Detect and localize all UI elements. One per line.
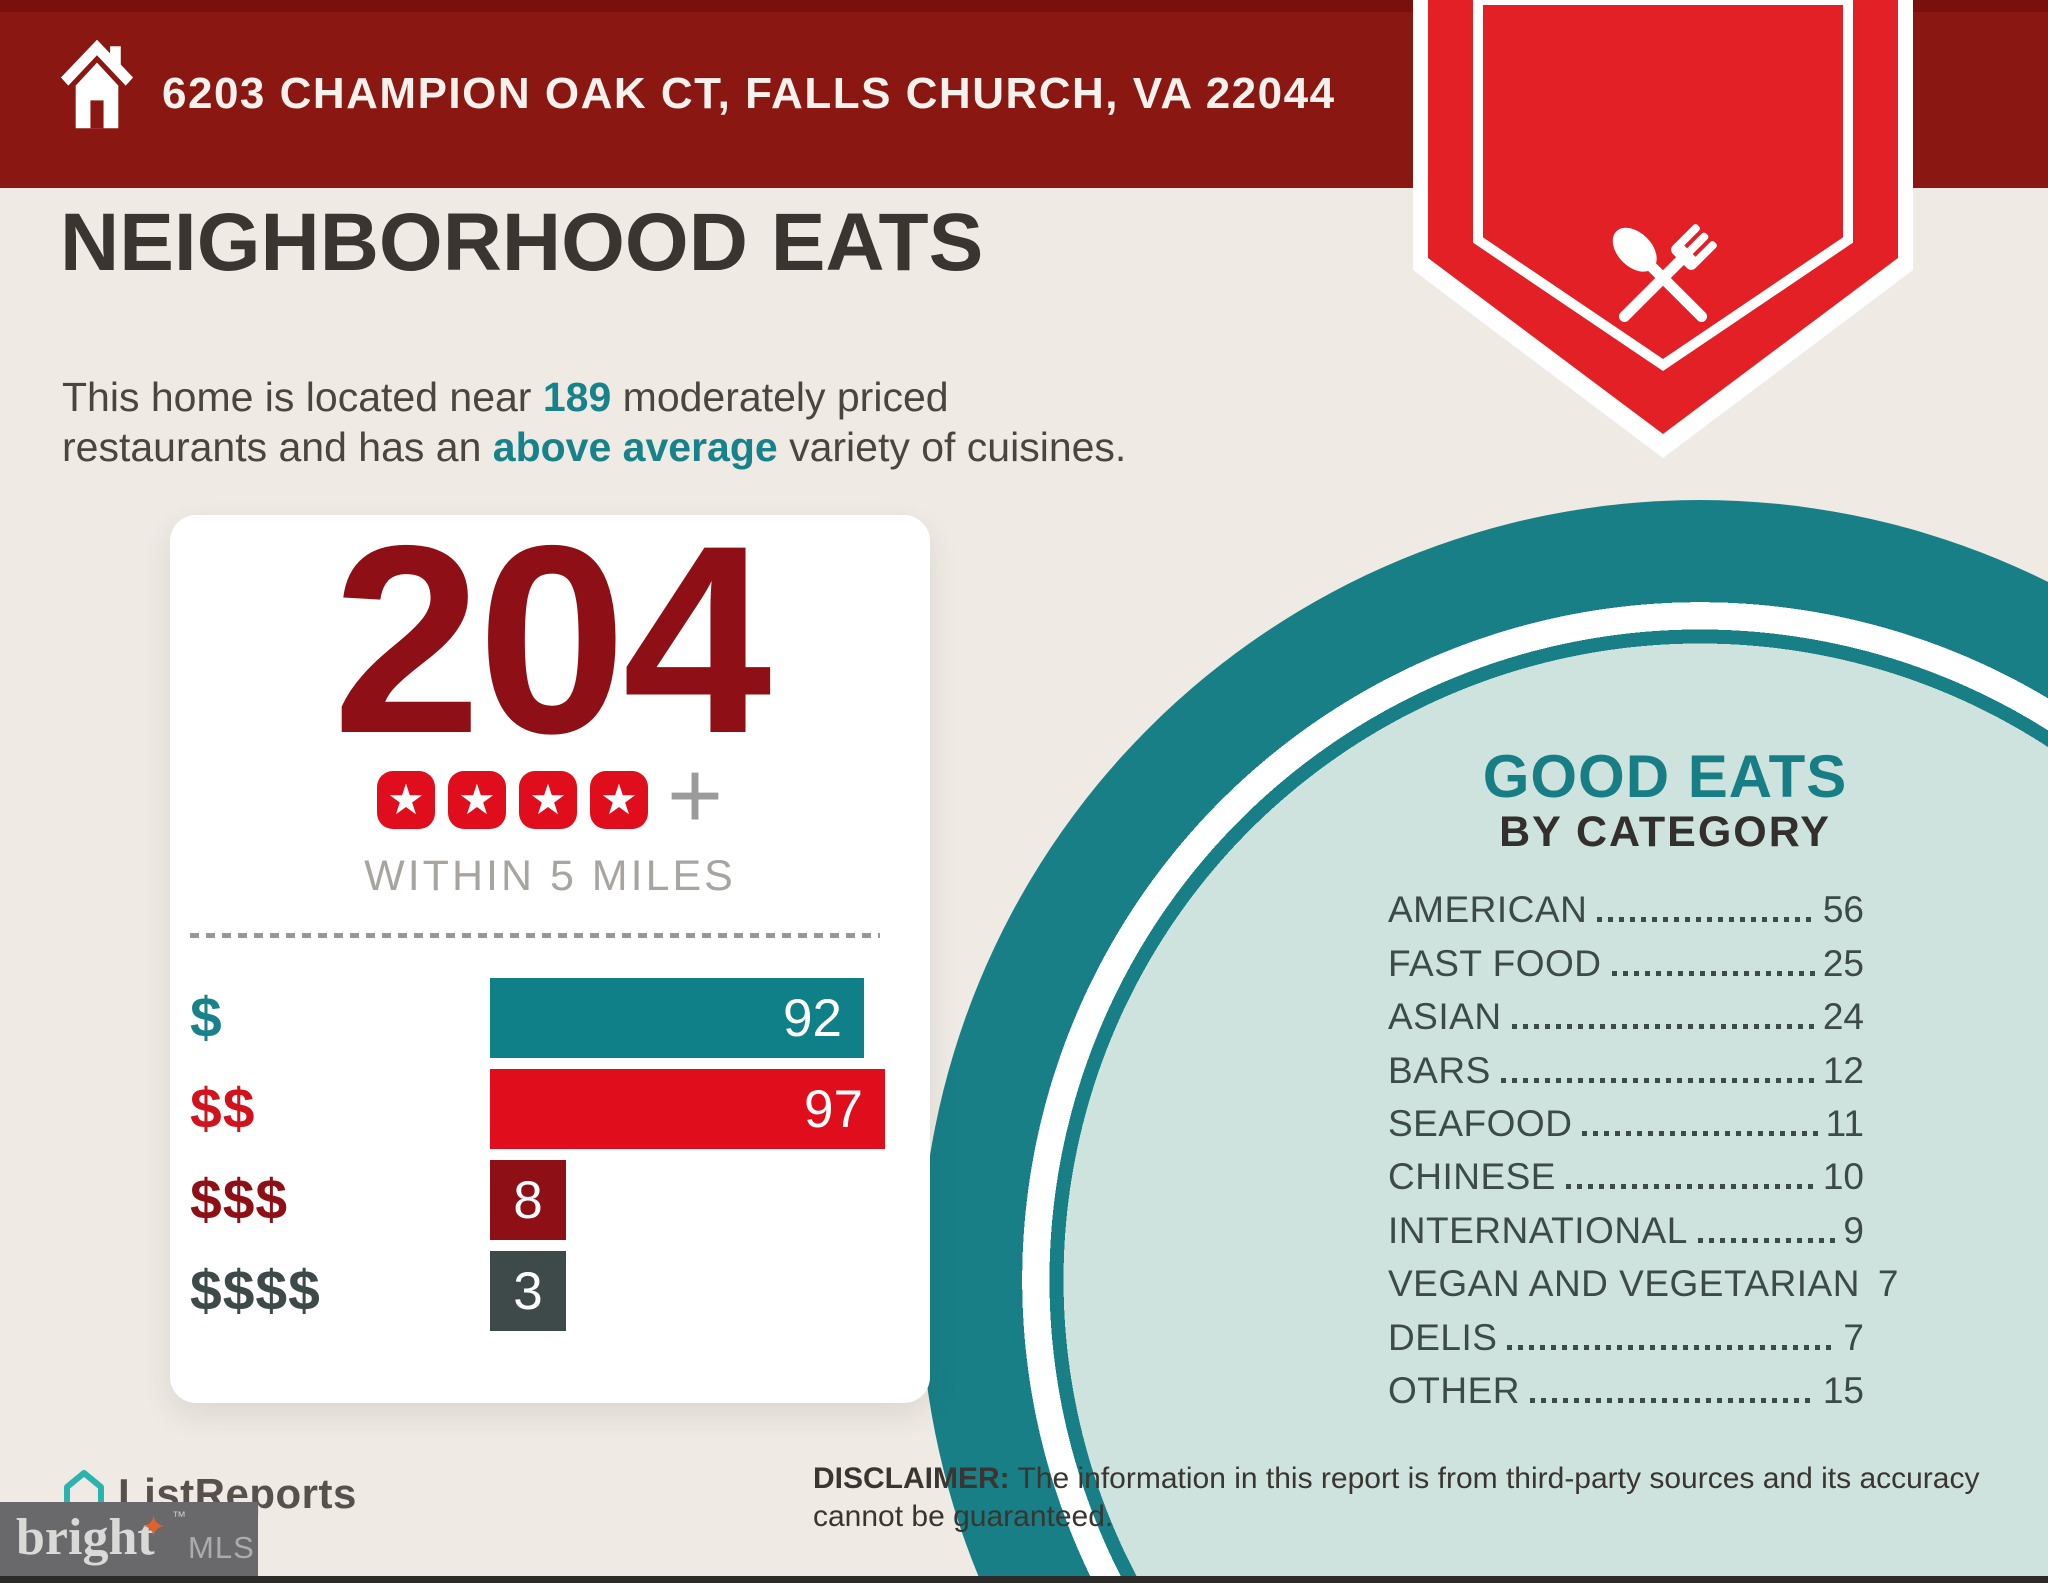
- star-badge: ★: [447, 771, 506, 829]
- price-tier-bar: 3: [490, 1251, 566, 1331]
- price-tier-row: $$ 97: [190, 1069, 900, 1149]
- category-value: 25: [1822, 942, 1864, 984]
- category-value: 7: [1877, 1263, 1899, 1305]
- mls-wordmark: MLS: [188, 1530, 255, 1565]
- home-icon: [56, 30, 138, 143]
- ribbon-inner-outline: [1473, 0, 1853, 372]
- radius-caption: WITHIN 5 MILES: [364, 852, 736, 900]
- category-row: CHINESE 10: [1388, 1151, 1864, 1204]
- category-list: AMERICAN 56 FAST FOOD 25 ASIAN 24 BARS 12 SEAFOO…: [1388, 884, 1899, 1418]
- category-row: VEGAN AND VEGETARIAN 7: [1388, 1258, 1899, 1311]
- category-row: OTHER 15: [1388, 1365, 1864, 1418]
- price-tier-value: 8: [513, 1170, 543, 1230]
- dashed-divider: [190, 933, 880, 938]
- dotted-leader: [1611, 970, 1815, 976]
- star-badge: ★: [589, 771, 648, 829]
- price-tier-row: $$$ 8: [190, 1160, 900, 1240]
- category-row: BARS 12: [1388, 1044, 1864, 1097]
- good-eats-subtitle: BY CATEGORY: [1499, 808, 1831, 856]
- category-row: AMERICAN 56: [1388, 884, 1864, 937]
- category-label: ASIAN: [1388, 996, 1502, 1038]
- star-badge: ★: [376, 771, 435, 829]
- dotted-leader: [1565, 1184, 1815, 1190]
- category-value: 10: [1822, 1156, 1864, 1198]
- category-value: 15: [1822, 1369, 1864, 1411]
- dotted-leader: [1597, 917, 1815, 923]
- price-tier-row: $$$$ 3: [190, 1251, 900, 1331]
- price-tier-value: 3: [513, 1261, 543, 1321]
- bright-star-icon: ✦: [141, 1511, 167, 1544]
- price-tier-label: $: [190, 986, 223, 1050]
- category-row: SEAFOOD 11: [1388, 1098, 1864, 1151]
- category-row: ASIAN 24: [1388, 991, 1864, 1044]
- variety-highlight: above average: [492, 424, 778, 471]
- good-eats-title: GOOD EATS: [1482, 743, 1848, 810]
- price-tier-bar: 92: [490, 978, 864, 1058]
- disclaimer-text: The information in this report is from t…: [813, 1462, 1980, 1533]
- disclaimer-label: DISCLAIMER:: [813, 1462, 1010, 1495]
- category-row: FAST FOOD 25: [1388, 937, 1864, 990]
- price-tier-label: $$$: [190, 1168, 289, 1232]
- price-tier-bar-chart: $92 $$ 97 $$$ 8 $$$$ 3: [190, 978, 900, 1331]
- category-value: 24: [1822, 996, 1864, 1038]
- bright-mls-logo: bright ✦ ™ MLS: [0, 1502, 258, 1583]
- intro-sentence: This home is located near 189 moderately…: [62, 372, 1132, 472]
- dotted-leader: [1582, 1130, 1818, 1136]
- dotted-leader: [1511, 1024, 1815, 1030]
- category-label: SEAFOOD: [1388, 1102, 1573, 1144]
- plus-sign: +: [666, 742, 724, 849]
- category-value: 7: [1843, 1316, 1864, 1358]
- dotted-leader: [1507, 1344, 1836, 1350]
- price-tier-value: 97: [804, 1079, 863, 1139]
- property-address: 6203 CHAMPION OAK CT, FALLS CHURCH, VA 2…: [162, 69, 1336, 118]
- ribbon-body: [1428, 0, 1898, 434]
- category-value: 56: [1822, 889, 1864, 931]
- bright-wordmark: bright: [16, 1509, 155, 1566]
- category-value: 12: [1822, 1049, 1864, 1091]
- star-rating: ★ ★ ★ ★ +: [170, 742, 930, 849]
- restaurant-total-count: 204: [332, 489, 771, 789]
- price-tier-row: $92: [190, 978, 900, 1058]
- spoon-and-fork-icon: [1612, 224, 1717, 323]
- star-badges: ★ ★ ★ ★: [376, 771, 648, 829]
- category-row: INTERNATIONAL 9: [1388, 1204, 1864, 1257]
- category-label: BARS: [1388, 1049, 1491, 1091]
- price-tier-label: $$: [190, 1077, 256, 1141]
- intro-part2: moderately priced restaurants and has an: [62, 374, 949, 471]
- category-label: CHINESE: [1388, 1156, 1556, 1198]
- category-label: INTERNATIONAL: [1388, 1209, 1688, 1251]
- food-report-ribbon: [1413, 0, 1913, 475]
- category-label: DELIS: [1388, 1316, 1498, 1358]
- bottom-strip: [0, 1576, 2048, 1583]
- restaurant-count-inline: 189: [542, 374, 612, 420]
- category-value: 11: [1825, 1102, 1864, 1144]
- intro-part1: This home is located near: [62, 374, 543, 420]
- star-badge: ★: [518, 771, 577, 829]
- category-label: OTHER: [1388, 1369, 1520, 1411]
- bright-trademark: ™: [172, 1508, 186, 1524]
- category-row: DELIS 7: [1388, 1311, 1864, 1364]
- dotted-leader: [1530, 1397, 1815, 1403]
- disclaimer: DISCLAIMER: The information in this repo…: [813, 1460, 2013, 1536]
- category-label: AMERICAN: [1388, 889, 1588, 931]
- category-label: FAST FOOD: [1388, 942, 1602, 984]
- price-tier-bar: 8: [490, 1160, 566, 1240]
- price-tier-label: $$$$: [190, 1259, 321, 1323]
- category-value: 9: [1843, 1209, 1864, 1251]
- dotted-leader: [1500, 1077, 1815, 1083]
- page-title: NEIGHBORHOOD EATS: [60, 197, 984, 288]
- intro-part3: variety of cuisines.: [777, 424, 1127, 471]
- category-label: VEGAN AND VEGETARIAN: [1388, 1263, 1860, 1305]
- price-tier-bar: 97: [490, 1069, 885, 1149]
- price-tier-value: 92: [783, 988, 842, 1048]
- dotted-leader: [1697, 1237, 1836, 1243]
